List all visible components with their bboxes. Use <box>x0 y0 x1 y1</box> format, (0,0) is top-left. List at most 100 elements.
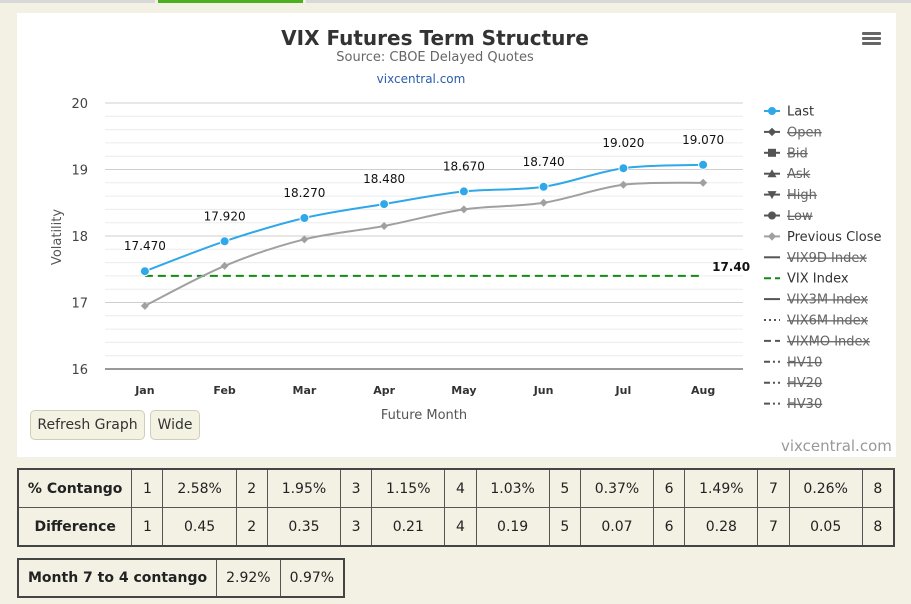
x-tick-label: Apr <box>373 384 395 397</box>
y-axis-ticks: 16 17 18 19 20 <box>71 97 88 378</box>
previous-close-point[interactable] <box>140 301 149 310</box>
previous-close-point[interactable] <box>459 205 468 214</box>
tab-inactive-right[interactable] <box>306 0 911 3</box>
month-contango-table: Month 7 to 4 contango 2.92% 0.97% <box>17 558 346 598</box>
table-cell: 0.37% <box>579 468 655 508</box>
last-point[interactable] <box>698 159 709 170</box>
refresh-graph-button[interactable]: Refresh Graph <box>30 410 145 440</box>
last-point[interactable] <box>458 186 469 197</box>
legend-label: VIX6M Index <box>787 314 868 329</box>
table-cell: 0.26% <box>788 468 863 508</box>
month-number: 4 <box>444 468 477 508</box>
last-point[interactable] <box>379 199 390 210</box>
table-cell: 0.97% <box>279 558 345 598</box>
legend-label: HV20 <box>787 376 822 391</box>
vix-index-value-label: 17.40 <box>712 260 750 274</box>
last-point[interactable] <box>139 266 150 277</box>
grid-lines <box>105 102 743 357</box>
table-row: Month 7 to 4 contango 2.92% 0.97% <box>17 558 345 598</box>
legend-item[interactable]: VIXMO Index <box>764 334 870 349</box>
previous-close-point[interactable] <box>300 235 309 244</box>
chart-title: VIX Futures Term Structure <box>281 26 589 50</box>
month-number: 1 <box>131 468 164 508</box>
table-cell: 1.49% <box>684 468 759 508</box>
tab-active[interactable] <box>158 0 303 3</box>
x-axis-ticks: Jan Feb Mar Apr May Jun Jul Aug <box>134 384 715 397</box>
month-number: 4 <box>444 507 477 547</box>
last-point[interactable] <box>299 213 310 223</box>
series-layer: 17.40 17.470 17.920 18.270 18.480 18.670 18.74… <box>124 133 750 310</box>
legend-item[interactable]: Low <box>764 209 813 224</box>
y-tick-label: 16 <box>71 363 88 378</box>
legend-marker <box>767 127 777 137</box>
last-data-label: 19.070 <box>682 133 724 147</box>
chart-link[interactable]: vixcentral.com <box>377 72 466 86</box>
previous-close-point[interactable] <box>699 178 708 187</box>
legend: Last Open Bid Ask High Low Previous Close VIX9D… <box>764 105 882 412</box>
wide-button[interactable]: Wide <box>150 410 200 440</box>
legend-label: Bid <box>787 146 808 161</box>
month-number: 1 <box>131 507 164 547</box>
legend-item[interactable]: High <box>764 188 817 203</box>
legend-item[interactable]: VIX Index <box>764 272 849 287</box>
legend-label: HV30 <box>787 397 822 412</box>
table-cell: 0.21 <box>371 507 446 547</box>
last-data-label: 17.470 <box>124 239 166 253</box>
last-data-label: 18.480 <box>363 172 405 186</box>
legend-item[interactable]: HV10 <box>764 355 822 370</box>
legend-item[interactable]: VIX6M Index <box>764 314 868 329</box>
row-label: % Contango <box>17 468 133 508</box>
last-data-label: 17.920 <box>204 209 246 223</box>
last-data-label: 18.270 <box>283 186 325 200</box>
month-number: 8 <box>861 468 895 508</box>
table-cell: 1.95% <box>266 468 342 508</box>
row-label: Difference <box>17 507 133 547</box>
legend-marker <box>768 107 776 115</box>
legend-marker <box>767 191 777 200</box>
chart-panel: VIX Futures Term Structure Source: CBOE … <box>17 13 896 457</box>
contango-table: % Contango 1 2.58% 2 1.95% 3 1.15% 4 1.0… <box>17 468 895 547</box>
x-tick-label: Jan <box>134 384 154 397</box>
legend-item[interactable]: Ask <box>764 167 811 182</box>
y-tick-label: 17 <box>71 297 88 312</box>
last-data-label: 18.740 <box>523 155 565 169</box>
legend-label: Low <box>787 209 813 224</box>
table-cell: 1.15% <box>371 468 446 508</box>
table-cell: 0.19 <box>475 507 550 547</box>
month-number: 6 <box>653 468 686 508</box>
y-tick-label: 19 <box>71 164 88 179</box>
legend-item[interactable]: HV30 <box>764 397 822 412</box>
chart-subtitle: Source: CBOE Delayed Quotes <box>336 50 534 65</box>
legend-item[interactable]: Bid <box>764 146 808 161</box>
legend-label: VIXMO Index <box>787 334 870 349</box>
legend-label: High <box>787 188 817 203</box>
month-number: 3 <box>340 507 373 547</box>
hamburger-menu-icon[interactable] <box>862 32 881 45</box>
last-point[interactable] <box>219 236 230 247</box>
previous-close-point[interactable] <box>380 222 389 231</box>
legend-item[interactable]: Open <box>764 125 822 140</box>
last-point[interactable] <box>618 163 629 174</box>
legend-item[interactable]: VIX9D Index <box>764 251 867 266</box>
legend-item[interactable]: Previous Close <box>764 230 882 245</box>
month-number: 2 <box>235 507 268 547</box>
table-cell: 0.28 <box>684 507 759 547</box>
legend-item[interactable]: HV20 <box>764 376 822 391</box>
legend-item[interactable]: Last <box>764 105 814 120</box>
legend-item[interactable]: VIX3M Index <box>764 293 868 308</box>
table-cell: 2.92% <box>216 558 281 598</box>
x-tick-label: Jun <box>533 384 554 397</box>
term-structure-chart: VIX Futures Term Structure Source: CBOE … <box>50 26 882 423</box>
previous-close-point[interactable] <box>619 180 628 189</box>
table-cell: 0.35 <box>266 507 342 547</box>
table-cell: 0.45 <box>162 507 237 547</box>
tab-inactive-left[interactable] <box>0 0 155 3</box>
x-axis-label: Future Month <box>381 408 467 423</box>
y-tick-label: 18 <box>71 230 88 245</box>
previous-close-point[interactable] <box>220 261 229 270</box>
y-tick-label: 20 <box>71 97 88 112</box>
chart-credit[interactable]: vixcentral.com <box>781 437 892 455</box>
previous-close-point[interactable] <box>539 198 548 207</box>
last-point[interactable] <box>538 181 549 192</box>
table-cell: 0.05 <box>788 507 863 547</box>
